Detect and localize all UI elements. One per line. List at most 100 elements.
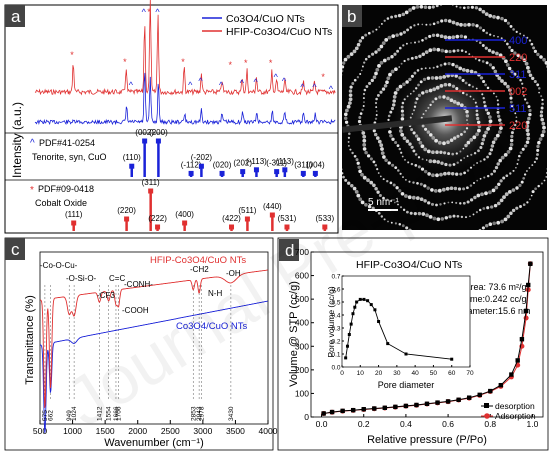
diffraction-spot bbox=[367, 204, 372, 209]
inset-y-tick-label: 0.1 bbox=[331, 352, 340, 359]
diffraction-spot bbox=[359, 112, 363, 115]
band-label: 1666 bbox=[113, 406, 120, 421]
inset-x-tick-label: 40 bbox=[412, 370, 420, 377]
diffraction-spot bbox=[436, 20, 440, 24]
diffraction-spot bbox=[375, 28, 378, 31]
diffraction-spot bbox=[509, 138, 514, 143]
beam-stop bbox=[342, 115, 453, 133]
diffraction-spot bbox=[344, 178, 348, 182]
diffraction-spot bbox=[456, 134, 460, 138]
diffraction-spot bbox=[389, 134, 393, 138]
diffraction-spot bbox=[537, 140, 541, 145]
diffraction-spot bbox=[535, 157, 538, 160]
diffraction-spot bbox=[464, 143, 468, 148]
diffraction-spot bbox=[510, 134, 514, 139]
diffraction-spot bbox=[410, 128, 414, 132]
diffraction-spot bbox=[434, 138, 438, 143]
diffraction-spot bbox=[452, 49, 456, 53]
diffraction-spot bbox=[328, 110, 331, 113]
diffraction-spot bbox=[405, 179, 407, 181]
diffraction-spot bbox=[525, 170, 528, 172]
inset-x-tick-label: 30 bbox=[393, 370, 401, 377]
x-tick-label: 0.2 bbox=[358, 419, 370, 429]
diffraction-spot bbox=[417, 83, 420, 87]
diffraction-spot bbox=[500, 219, 504, 224]
y-tick-label: 100 bbox=[295, 388, 309, 398]
ref2-sticks: (111) (220) (311) (222) (400) (422)(511) (440)… bbox=[65, 178, 334, 231]
diffraction-spot bbox=[495, 133, 500, 138]
diffraction-spot bbox=[334, 84, 336, 86]
diffraction-spot bbox=[546, 168, 547, 170]
diffraction-spot bbox=[410, 162, 414, 166]
ring-labels: 400 220 311 002 511 220 bbox=[445, 35, 527, 132]
xrd-star-marker: * bbox=[147, 7, 151, 17]
xrd-caret-marker: ^ bbox=[274, 72, 279, 82]
diffraction-spot bbox=[427, 172, 431, 176]
panel-a-label: a bbox=[11, 7, 21, 26]
diffraction-spot bbox=[352, 49, 357, 54]
xrd-star-marker: * bbox=[123, 57, 127, 67]
diffraction-spot bbox=[395, 33, 399, 37]
ref-hkl-label: (110) bbox=[123, 153, 141, 162]
diffraction-spot bbox=[421, 39, 424, 42]
diffraction-spot bbox=[439, 150, 443, 154]
x-tick-label: 3000 bbox=[193, 426, 212, 436]
diffraction-spot bbox=[353, 78, 357, 82]
xrd-caret-marker: ^ bbox=[282, 76, 287, 86]
diffraction-spot bbox=[408, 142, 412, 146]
diffraction-spot bbox=[507, 190, 512, 194]
diffraction-spot bbox=[496, 162, 500, 166]
diffraction-spot bbox=[398, 222, 402, 226]
diffraction-spot bbox=[491, 188, 496, 193]
diffraction-spot bbox=[347, 136, 350, 139]
diffraction-spot bbox=[331, 103, 334, 106]
diffraction-spot bbox=[416, 181, 419, 185]
diffraction-spot bbox=[541, 129, 546, 134]
diffraction-spot bbox=[475, 231, 478, 234]
diffraction-spot bbox=[435, 173, 439, 178]
diffraction-spot bbox=[424, 50, 429, 54]
diffraction-spot bbox=[348, 93, 353, 97]
xrd-blue-trace bbox=[34, 72, 336, 126]
desorption-point bbox=[393, 404, 398, 410]
diffraction-spot bbox=[500, 37, 503, 40]
diffraction-spot bbox=[482, 28, 486, 32]
diffraction-spot bbox=[508, 45, 512, 49]
diffraction-spot bbox=[378, 193, 382, 198]
diffraction-spot bbox=[439, 84, 444, 88]
ref-stick-cap bbox=[240, 169, 246, 175]
diffraction-spot bbox=[369, 180, 374, 185]
diffraction-spot bbox=[468, 53, 471, 56]
diffraction-spot bbox=[418, 140, 423, 145]
diffraction-spot bbox=[362, 134, 367, 139]
diffraction-spot bbox=[486, 126, 490, 131]
diffraction-spot bbox=[376, 136, 380, 140]
diffraction-spot bbox=[491, 50, 495, 54]
scale-bar-label: 5 nm⁻¹ bbox=[368, 197, 400, 208]
ring-label: 400 bbox=[509, 35, 527, 47]
x-tick-label: 3500 bbox=[226, 426, 245, 436]
desorption-point bbox=[403, 403, 409, 409]
diffraction-spot bbox=[509, 172, 512, 175]
diffraction-spot bbox=[498, 158, 503, 163]
diffraction-spot bbox=[472, 213, 475, 216]
diffraction-spot bbox=[537, 184, 540, 188]
y-tick-label: 500 bbox=[295, 294, 309, 304]
diffraction-spot bbox=[343, 116, 348, 121]
diffraction-spot bbox=[510, 69, 514, 74]
diffraction-spot bbox=[424, 127, 428, 131]
diffraction-spot bbox=[460, 215, 464, 219]
diffraction-spot bbox=[367, 55, 371, 58]
diffraction-spot bbox=[365, 85, 369, 88]
diffraction-spot bbox=[536, 52, 540, 57]
diffraction-spot bbox=[345, 108, 349, 113]
diffraction-spot bbox=[402, 136, 407, 141]
diffraction-spot bbox=[342, 172, 344, 175]
diffraction-spot bbox=[399, 32, 403, 36]
diffraction-spot bbox=[545, 176, 547, 178]
diffraction-spot bbox=[488, 119, 493, 124]
diffraction-spot bbox=[546, 65, 547, 69]
diffraction-spot bbox=[395, 186, 399, 190]
diffraction-spot bbox=[538, 87, 541, 90]
diffraction-spot bbox=[432, 231, 436, 235]
